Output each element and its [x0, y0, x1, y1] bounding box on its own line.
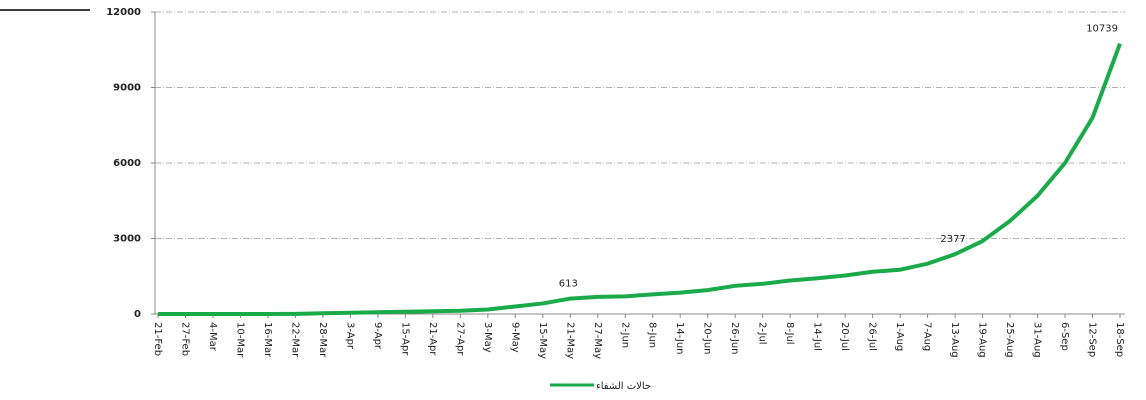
x-tick-label: 15-Apr — [399, 322, 410, 356]
x-tick-label: 7-Aug — [922, 322, 933, 351]
x-tick-label: 14-Jul — [812, 322, 823, 351]
x-tick-label: 26-Jun — [729, 322, 740, 355]
x-tick-label: 9-Apr — [372, 322, 383, 350]
series-line — [158, 43, 1122, 316]
x-tick-label: 8-Jun — [647, 322, 658, 348]
x-tick-label: 25-Aug — [1004, 322, 1015, 358]
data-label: 613 — [559, 279, 578, 290]
x-tick-label: 27-May — [592, 322, 603, 359]
x-tick-label: 20-Jul — [839, 322, 850, 351]
x-tick-label: 8-Jul — [784, 322, 795, 345]
x-tick-label: 27-Apr — [454, 322, 465, 356]
x-tick-label: 15-May — [537, 322, 548, 359]
x-tick-label: 18-Sep — [1114, 322, 1125, 357]
x-tick-label: 3-Apr — [344, 322, 355, 350]
x-tick-label: 6-Sep — [1059, 322, 1070, 351]
x-tick-label: 3-May — [482, 322, 493, 353]
x-tick-label: 26-Jul — [867, 322, 878, 351]
x-tick-label: 21-May — [564, 322, 575, 359]
x-tick-label: 22-Mar — [289, 322, 300, 358]
x-tick-label: 21-Apr — [427, 322, 438, 356]
y-tick-label: 0 — [134, 309, 141, 320]
data-label: 2377 — [940, 234, 965, 245]
x-tick-label: 2-Jun — [619, 322, 630, 348]
x-tick-label: 2-Jul — [757, 322, 768, 345]
x-tick-label: 27-Feb — [179, 322, 190, 356]
y-tick-label: 3000 — [113, 234, 141, 245]
x-tick-label: 19-Aug — [977, 322, 988, 358]
x-tick-label: 28-Mar — [317, 322, 328, 358]
y-tick-label: 12000 — [106, 7, 141, 18]
y-tick-label: 6000 — [113, 158, 141, 169]
x-tick-label: 13-Aug — [949, 322, 960, 358]
legend-label: حالات الشفاء — [596, 381, 651, 392]
x-tick-label: 20-Jun — [702, 322, 713, 355]
x-tick-label: 4-Mar — [207, 322, 218, 352]
x-tick-label: 12-Sep — [1087, 322, 1098, 357]
x-tick-label: 1-Aug — [894, 322, 905, 351]
x-tick-label: 10-Mar — [234, 322, 245, 358]
x-tick-label: 16-Mar — [262, 322, 273, 358]
x-tick-label: 9-May — [509, 322, 520, 353]
x-tick-label: 21-Feb — [152, 322, 163, 356]
y-tick-label: 9000 — [113, 83, 141, 94]
data-label: 10739 — [1086, 24, 1118, 35]
x-tick-label: 31-Aug — [1032, 322, 1043, 358]
x-tick-label: 14-Jun — [674, 322, 685, 355]
